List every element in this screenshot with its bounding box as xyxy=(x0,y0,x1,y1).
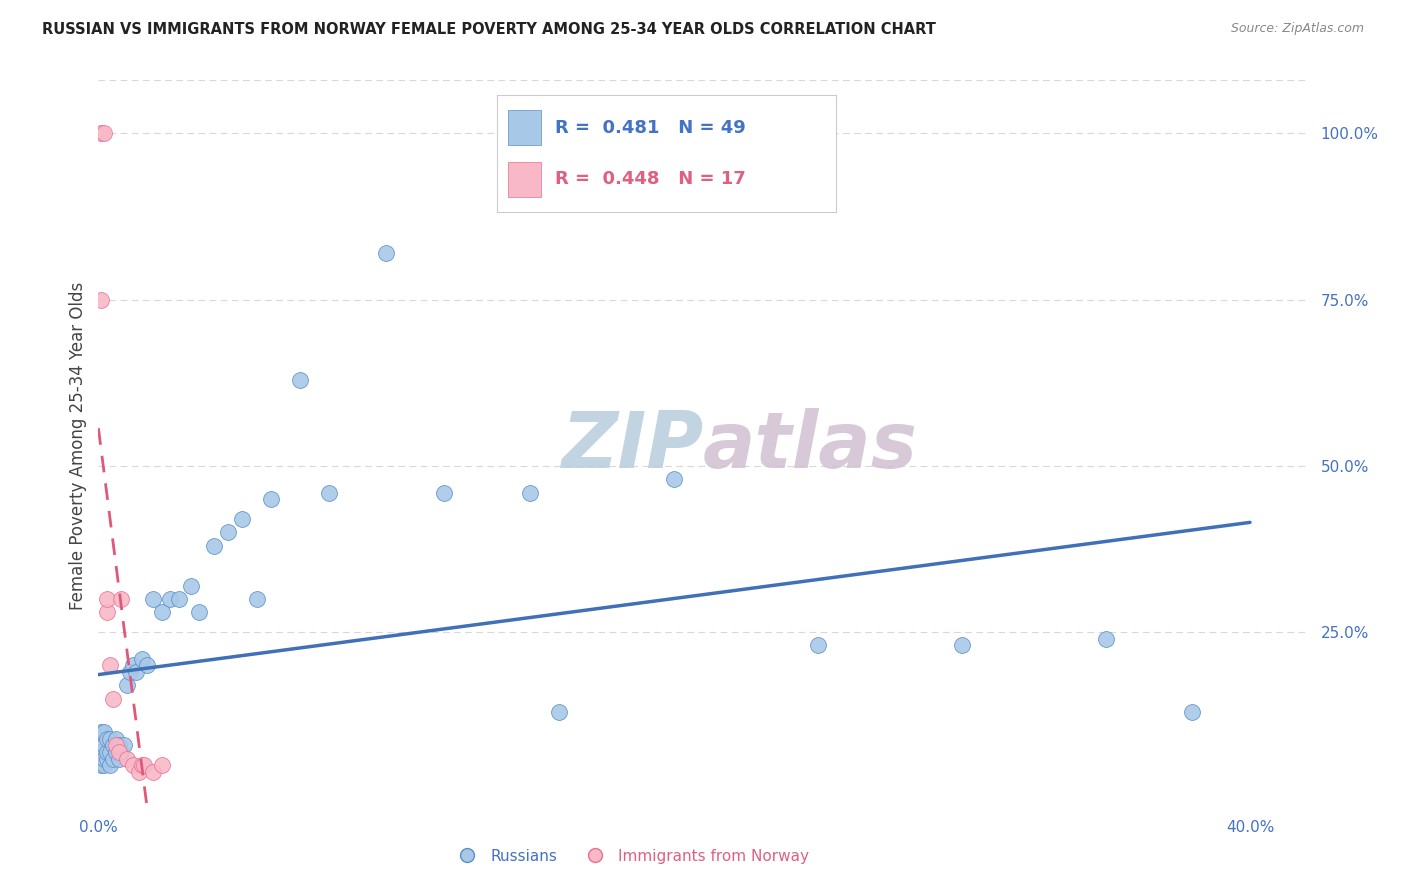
Point xyxy=(98,731,121,746)
Point xyxy=(288,372,311,386)
Point xyxy=(96,751,118,765)
Point xyxy=(433,485,456,500)
Point xyxy=(115,678,138,692)
Point xyxy=(318,485,340,500)
Point xyxy=(107,745,129,759)
Point xyxy=(112,738,135,752)
Point xyxy=(246,591,269,606)
Point xyxy=(131,652,153,666)
Point xyxy=(90,758,112,772)
Point xyxy=(98,745,121,759)
Point xyxy=(142,591,165,606)
Point xyxy=(131,758,153,772)
Point xyxy=(1181,705,1204,719)
Point xyxy=(98,758,121,772)
Point xyxy=(150,605,173,619)
Point xyxy=(98,658,121,673)
Text: atlas: atlas xyxy=(703,408,918,484)
Point xyxy=(217,525,239,540)
Point xyxy=(136,658,159,673)
Point xyxy=(202,539,225,553)
Point xyxy=(260,492,283,507)
Point xyxy=(90,127,112,141)
Point xyxy=(101,751,124,765)
Point xyxy=(93,127,115,141)
Point xyxy=(120,665,142,679)
Point xyxy=(104,745,127,759)
Point xyxy=(950,639,973,653)
Point xyxy=(90,725,112,739)
Legend: Russians, Immigrants from Norway: Russians, Immigrants from Norway xyxy=(446,843,815,870)
Point xyxy=(110,745,132,759)
Point xyxy=(125,665,148,679)
Point xyxy=(122,658,145,673)
Point xyxy=(664,472,686,486)
Point xyxy=(101,738,124,752)
Point xyxy=(101,691,124,706)
Point xyxy=(104,738,127,752)
Point xyxy=(375,246,398,260)
Point xyxy=(93,738,115,752)
Point xyxy=(159,591,181,606)
Point xyxy=(180,579,202,593)
Point xyxy=(231,512,253,526)
Point xyxy=(107,751,129,765)
Point xyxy=(107,738,129,752)
Point xyxy=(122,758,145,772)
Point xyxy=(807,639,830,653)
Point xyxy=(548,705,571,719)
Point xyxy=(110,591,132,606)
Point xyxy=(96,591,118,606)
Point xyxy=(96,731,118,746)
Point xyxy=(90,745,112,759)
Point xyxy=(167,591,190,606)
Point xyxy=(150,758,173,772)
Point xyxy=(134,758,156,772)
Point xyxy=(519,485,541,500)
Point xyxy=(96,605,118,619)
Point xyxy=(115,751,138,765)
Point xyxy=(93,758,115,772)
Point xyxy=(1095,632,1118,646)
Text: Source: ZipAtlas.com: Source: ZipAtlas.com xyxy=(1230,22,1364,36)
Text: ZIP: ZIP xyxy=(561,408,703,484)
Point xyxy=(93,751,115,765)
Y-axis label: Female Poverty Among 25-34 Year Olds: Female Poverty Among 25-34 Year Olds xyxy=(69,282,87,610)
Point xyxy=(188,605,211,619)
Point xyxy=(142,764,165,779)
Point xyxy=(104,731,127,746)
Point xyxy=(96,745,118,759)
Point xyxy=(90,293,112,307)
Point xyxy=(93,725,115,739)
Point xyxy=(128,764,150,779)
Text: RUSSIAN VS IMMIGRANTS FROM NORWAY FEMALE POVERTY AMONG 25-34 YEAR OLDS CORRELATI: RUSSIAN VS IMMIGRANTS FROM NORWAY FEMALE… xyxy=(42,22,936,37)
